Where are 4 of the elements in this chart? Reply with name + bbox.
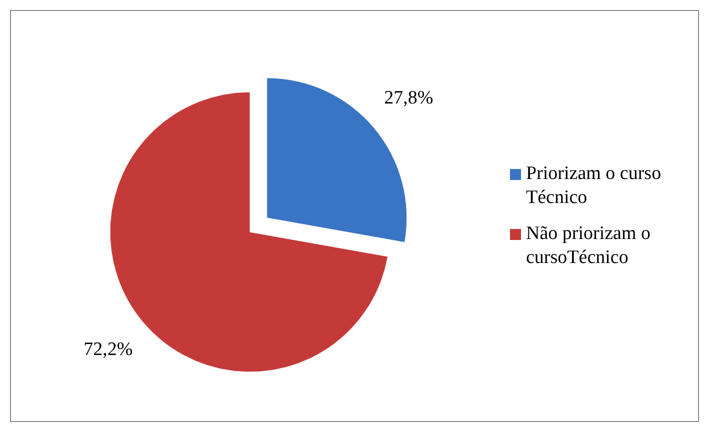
data-label: 27,8% bbox=[384, 87, 434, 108]
legend-label: Priorizam o curso Técnico bbox=[526, 163, 662, 208]
data-label: 72,2% bbox=[84, 339, 133, 360]
legend-label: Não priorizam o cursoTécnico bbox=[526, 223, 651, 268]
